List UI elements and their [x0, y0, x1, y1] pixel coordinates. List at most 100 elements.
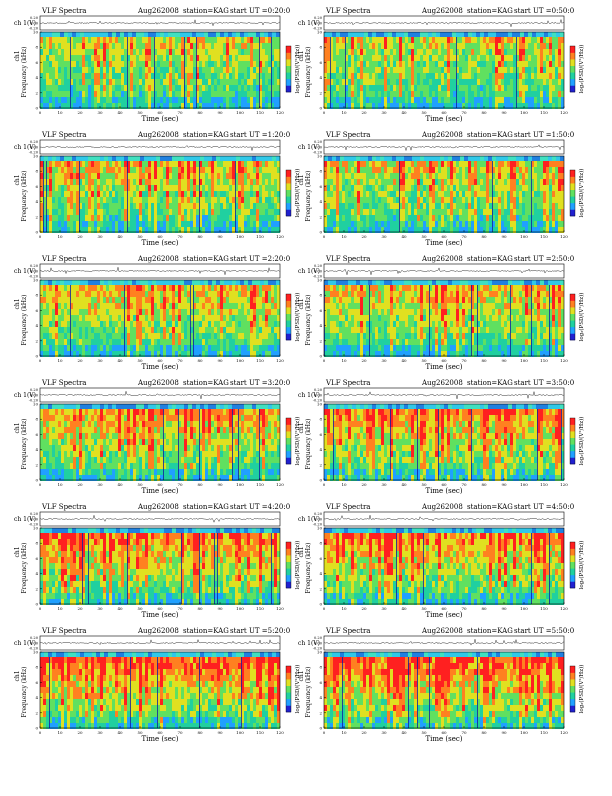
- x-tick-label: 90: [501, 110, 507, 115]
- x-tick-label: 40: [401, 730, 407, 735]
- y-tick-label: 6: [319, 184, 322, 189]
- spectrogram-cells: [40, 528, 280, 605]
- colorbar-segment: [570, 190, 575, 197]
- x-tick-label: 100: [520, 606, 528, 611]
- y-tick-label: 2: [319, 586, 322, 591]
- x-tick-label: 10: [57, 110, 63, 115]
- colorbar-segment: [570, 72, 575, 79]
- station-label: station=KAG: [183, 379, 229, 387]
- x-tick-label: 40: [401, 358, 407, 363]
- y-tick-label: 6: [35, 184, 38, 189]
- x-tick-label: 40: [117, 606, 123, 611]
- colorbar-segment: [286, 679, 291, 686]
- x-tick-label: 40: [401, 606, 407, 611]
- colorbar-segment: [286, 666, 291, 673]
- colorbar-segment: [286, 177, 291, 184]
- x-tick-label: 90: [217, 110, 223, 115]
- spec-ylabel: Frequency (kHz): [21, 46, 28, 97]
- colorbar-segment: [570, 294, 575, 301]
- x-tick-label: 100: [236, 234, 244, 239]
- x-tick-label: 110: [540, 234, 548, 239]
- colorbar-segment: [570, 666, 575, 673]
- x-tick-label: 10: [341, 606, 347, 611]
- x-axis-label: Time (sec): [425, 115, 462, 123]
- date-label: Aug262008: [421, 7, 463, 15]
- spec-ylabel-top: ch1: [14, 50, 21, 61]
- colorbar-segment: [286, 581, 291, 588]
- instrument-label: VLF Spectra: [41, 627, 86, 635]
- colorbar-segment: [286, 190, 291, 197]
- x-tick-label: 10: [341, 110, 347, 115]
- x-tick-label: 120: [276, 358, 284, 363]
- colorbar-segment: [286, 562, 291, 569]
- x-tick-label: 120: [560, 358, 568, 363]
- x-tick-label: 20: [361, 482, 367, 487]
- x-tick-label: 100: [520, 110, 528, 115]
- x-tick-label: 120: [276, 234, 284, 239]
- date-label: Aug262008: [421, 131, 463, 139]
- colorbar-segment: [570, 568, 575, 575]
- spec-ylabel: Frequency (kHz): [305, 666, 312, 717]
- colorbar-label: log₂(PSD/(V²/Hz)): [578, 665, 585, 714]
- spec-ylabel-top: ch1: [298, 174, 305, 185]
- start-time-label: start UT =2:50:0: [514, 255, 574, 263]
- spec-ylabel-top: ch1: [298, 670, 305, 681]
- instrument-label: VLF Spectra: [325, 7, 370, 15]
- start-time-label: start UT =0:50:0: [514, 7, 574, 15]
- colorbar-segment: [286, 183, 291, 190]
- colorbar-segment: [570, 327, 575, 334]
- x-tick-label: 100: [236, 482, 244, 487]
- colorbar-label: log₂(PSD/(V²/Hz)): [578, 169, 585, 218]
- colorbar-segment: [286, 425, 291, 432]
- colorbar-segment: [570, 581, 575, 588]
- y-tick-label: 6: [35, 432, 38, 437]
- station-label: station=KAG: [467, 255, 513, 263]
- instrument-label: VLF Spectra: [325, 503, 370, 511]
- x-tick-label: 20: [77, 730, 83, 735]
- x-tick-label: 110: [256, 358, 264, 363]
- y-tick-label: 4: [35, 323, 38, 328]
- x-tick-label: 110: [540, 482, 548, 487]
- station-label: station=KAG: [183, 255, 229, 263]
- y-tick-label: 2: [319, 338, 322, 343]
- x-tick-label: 10: [57, 358, 63, 363]
- ts-ylabel: ch 1(V): [14, 516, 36, 523]
- spectrogram-cells: [324, 280, 564, 357]
- colorbar-label: log₂(PSD/(V²/Hz)): [578, 417, 585, 466]
- colorbar-segment: [286, 549, 291, 556]
- colorbar-label: log₂(PSD/(V²/Hz)): [578, 541, 585, 590]
- spec-ylabel-top: ch1: [14, 670, 21, 681]
- x-tick-label: 0: [39, 606, 42, 611]
- station-label: station=KAG: [183, 627, 229, 635]
- colorbar-segment: [570, 59, 575, 66]
- x-tick-label: 80: [197, 730, 203, 735]
- date-label: Aug262008: [137, 131, 179, 139]
- colorbar-segment: [286, 451, 291, 458]
- spec-ylabel-top: ch1: [298, 546, 305, 557]
- spec-ylabel: Frequency (kHz): [21, 418, 28, 469]
- y-tick-label: 2: [35, 586, 38, 591]
- x-tick-label: 0: [323, 234, 326, 239]
- x-tick-label: 100: [520, 482, 528, 487]
- y-tick-label: 8: [319, 293, 322, 298]
- spec-ylabel-top: ch1: [14, 298, 21, 309]
- x-axis-label: Time (sec): [141, 611, 178, 619]
- x-tick-label: 0: [39, 358, 42, 363]
- x-tick-label: 40: [117, 110, 123, 115]
- x-tick-label: 90: [217, 730, 223, 735]
- y-tick-label: 8: [319, 665, 322, 670]
- colorbar-segment: [286, 542, 291, 549]
- spec-ylabel: Frequency (kHz): [21, 294, 28, 345]
- spectrogram-cells: [40, 404, 280, 481]
- y-tick-label: 10: [33, 154, 39, 159]
- y-tick-label: 4: [35, 75, 38, 80]
- x-tick-label: 40: [401, 110, 407, 115]
- start-time-label: start UT =5:50:0: [514, 627, 574, 635]
- colorbar-segment: [286, 196, 291, 203]
- y-tick-label: 4: [319, 695, 322, 700]
- instrument-label: VLF Spectra: [325, 627, 370, 635]
- y-tick-label: 10: [317, 650, 323, 655]
- x-tick-label: 30: [97, 110, 103, 115]
